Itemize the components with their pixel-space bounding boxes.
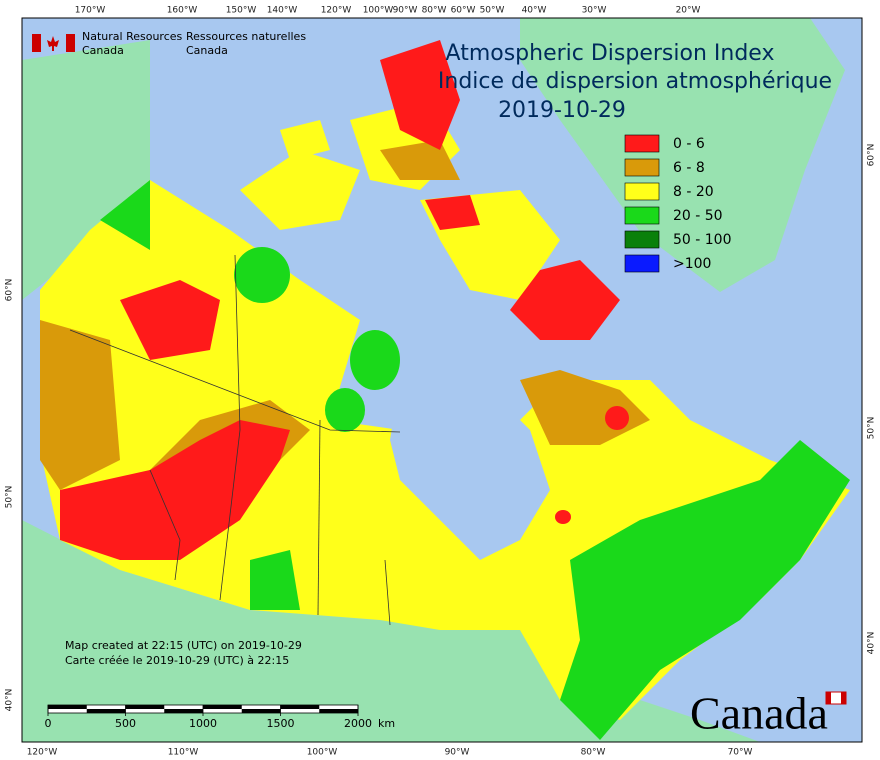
lon-label: 120°W [27, 748, 58, 758]
legend-label: 20 - 50 [673, 208, 723, 224]
lon-label: 80°W [581, 748, 606, 758]
scale-label: 2000 [344, 717, 372, 730]
maple-leaf [47, 36, 59, 51]
zone-0-6 [60, 420, 290, 560]
legend-swatch [624, 182, 660, 201]
lon-label: 100°W [363, 6, 394, 16]
lat-label: 40°N [867, 632, 877, 655]
border [219, 254, 241, 601]
scale-label: 1500 [267, 717, 295, 730]
border [69, 329, 401, 433]
alaska [22, 40, 150, 300]
lon-label: 150°W [226, 6, 257, 16]
scale-segment [125, 705, 165, 709]
zone-0-6 [425, 195, 480, 230]
agency-line: Canada [82, 44, 124, 57]
scale-label: 1000 [189, 717, 217, 730]
title: Atmospheric Dispersion Index [446, 41, 775, 66]
zone-20-50 [250, 550, 300, 610]
wordmark: Canada [690, 688, 828, 739]
scale-segment [241, 709, 281, 713]
scale-segment [86, 709, 126, 713]
border [317, 419, 321, 616]
zone-0-6 [605, 406, 629, 430]
legend-label: 50 - 100 [673, 232, 732, 248]
lon-label: 160°W [167, 6, 198, 16]
legend-label: >100 [673, 256, 711, 272]
legend-label: 8 - 20 [673, 184, 714, 200]
scale-segment [203, 705, 242, 709]
hudson-bay [390, 360, 550, 560]
agency-fr: Ressources naturelles Canada [186, 30, 306, 57]
legend-swatch [624, 254, 660, 273]
flag [32, 34, 41, 52]
border [149, 469, 181, 581]
lon-label: 100°W [307, 748, 338, 758]
lon-label: 60°W [451, 6, 476, 16]
frame [21, 17, 863, 743]
lat-label: 40°N [5, 689, 15, 712]
lon-label: 80°W [422, 6, 447, 16]
lon-label: 140°W [267, 6, 298, 16]
lon-label: 70°W [728, 748, 753, 758]
agency-en: Natural Resources Canada [82, 30, 183, 57]
legend-swatch [624, 158, 660, 177]
lon-label: 30°W [582, 6, 607, 16]
note: Carte créée le 2019-10-29 (UTC) à 22:15 [65, 654, 289, 667]
agency-line: Canada [186, 44, 228, 57]
zone-0-6 [510, 260, 620, 340]
scale-segment [280, 705, 320, 709]
zone-0-6 [555, 510, 571, 524]
lat-label: 60°N [5, 279, 15, 302]
flag [66, 34, 75, 52]
lon-label: 170°W [75, 6, 106, 16]
lon-label: 90°W [445, 748, 470, 758]
wordmark-flag [826, 692, 831, 704]
lon-label: 110°W [168, 748, 199, 758]
lon-label: 120°W [321, 6, 352, 16]
scale-segment [48, 705, 87, 709]
legend-label: 0 - 6 [673, 136, 705, 152]
lon-label: 90°W [393, 6, 418, 16]
zone-0-6 [120, 280, 220, 360]
lon-label: 20°W [676, 6, 701, 16]
lon-label: 40°W [522, 6, 547, 16]
zone-20-50 [325, 388, 365, 432]
legend-swatch [624, 134, 660, 153]
zone-20-50 [100, 180, 150, 250]
scale-label: 0 [45, 717, 52, 730]
zone-20-50 [560, 440, 850, 740]
agency-line: Ressources naturelles [186, 30, 306, 43]
lat-label: 50°N [5, 486, 15, 509]
scale-label: 500 [115, 717, 136, 730]
agency-line: Natural Resources [82, 30, 183, 43]
wordmark-flag [841, 692, 846, 704]
border [384, 559, 391, 626]
date: 2019-10-29 [498, 98, 626, 123]
legend-swatch [624, 230, 660, 249]
arctic-island [280, 120, 330, 160]
zone-6-8 [40, 320, 120, 490]
lat-label: 60°N [867, 144, 877, 167]
greenland [520, 18, 845, 292]
scale-unit: km [378, 717, 395, 730]
zone-20-50 [350, 330, 400, 390]
lat-label: 50°N [867, 417, 877, 440]
note: Map created at 22:15 (UTC) on 2019-10-29 [65, 639, 302, 652]
legend-swatch [624, 206, 660, 225]
zone-0-6 [380, 40, 460, 150]
zone-20-50 [234, 247, 290, 303]
lon-label: 50°W [480, 6, 505, 16]
title: Indice de dispersion atmosphérique [438, 69, 832, 94]
scale-segment [164, 709, 203, 713]
arctic-island [240, 150, 360, 230]
legend-label: 6 - 8 [673, 160, 705, 176]
scale-segment [319, 709, 358, 713]
